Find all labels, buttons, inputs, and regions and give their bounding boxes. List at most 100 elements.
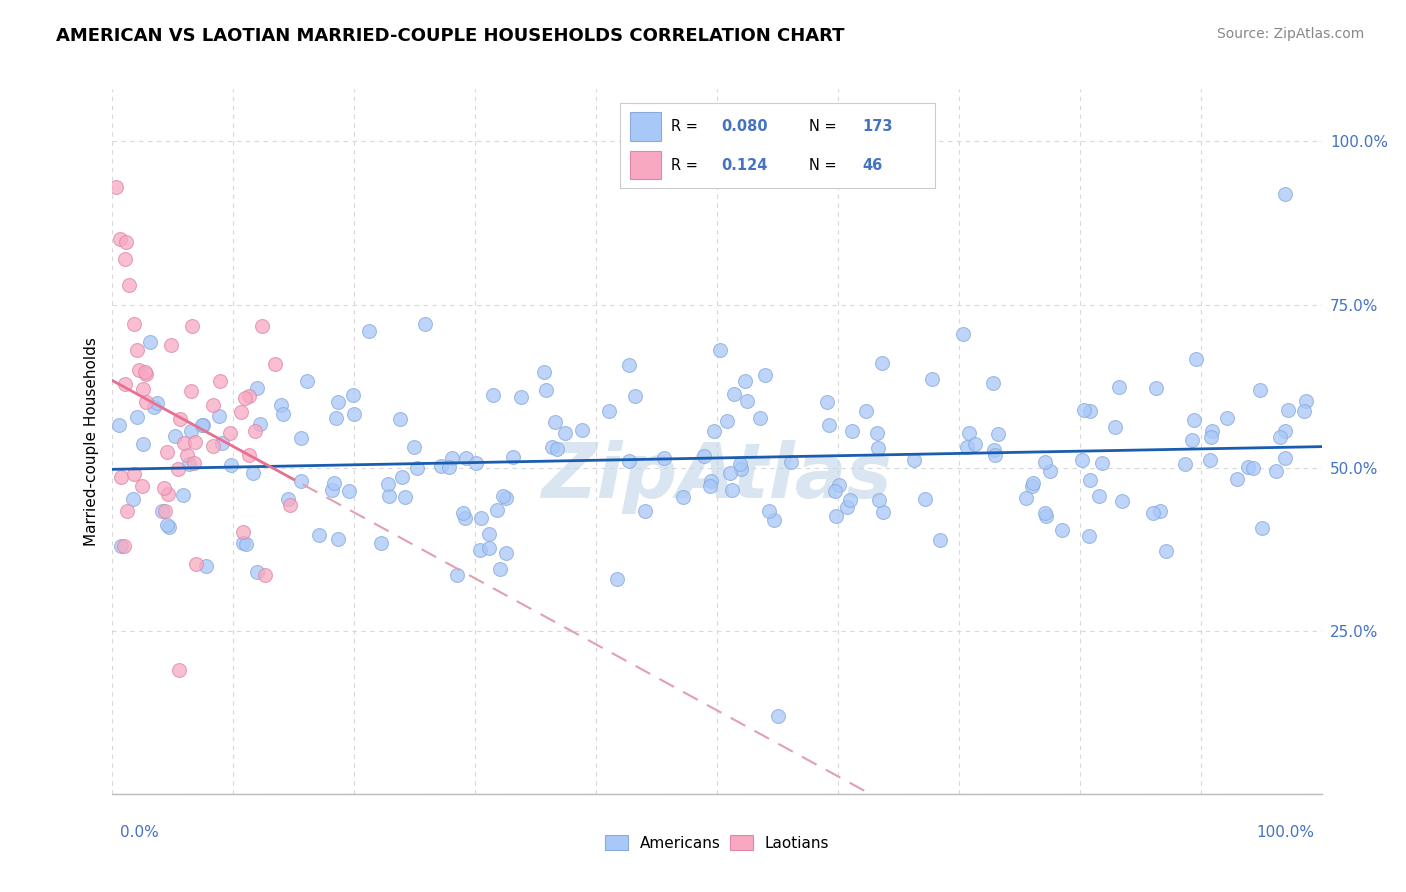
Point	[110, 470, 132, 484]
Point	[1022, 475, 1045, 490]
Point	[963, 437, 986, 451]
Point	[110, 539, 132, 553]
Point	[868, 493, 890, 508]
Point	[477, 526, 499, 541]
Point	[114, 377, 136, 392]
Point	[270, 398, 292, 412]
Point	[451, 506, 474, 520]
Point	[841, 425, 863, 439]
Point	[1274, 424, 1296, 438]
Point	[855, 403, 877, 417]
Point	[135, 368, 157, 382]
Y-axis label: Married-couple Households: Married-couple Households	[83, 337, 98, 546]
Point	[394, 490, 416, 504]
Point	[817, 418, 839, 433]
Point	[406, 460, 429, 475]
Point	[167, 663, 190, 677]
Point	[762, 513, 785, 527]
Point	[290, 475, 312, 489]
Point	[108, 417, 131, 432]
Point	[981, 376, 1004, 391]
Point	[1050, 523, 1073, 537]
Point	[541, 440, 564, 454]
Point	[1078, 473, 1101, 487]
Point	[250, 318, 273, 333]
Point	[598, 403, 620, 417]
Point	[718, 466, 741, 480]
Point	[838, 492, 860, 507]
Point	[242, 466, 264, 480]
Point	[723, 386, 745, 401]
Point	[143, 401, 166, 415]
Point	[634, 504, 657, 518]
Point	[619, 454, 641, 468]
Point	[132, 382, 155, 396]
Point	[478, 541, 501, 555]
Point	[232, 536, 254, 550]
Point	[146, 396, 169, 410]
Point	[1295, 393, 1317, 408]
Point	[815, 394, 838, 409]
Point	[121, 491, 143, 506]
Point	[495, 546, 517, 560]
Point	[728, 457, 751, 471]
Point	[1184, 413, 1206, 427]
Point	[546, 442, 568, 457]
Point	[231, 405, 253, 419]
Point	[1201, 425, 1223, 439]
Point	[115, 503, 138, 517]
Point	[709, 343, 731, 358]
Point	[191, 418, 214, 433]
Point	[1142, 506, 1164, 520]
Point	[453, 511, 475, 525]
Point	[108, 232, 131, 246]
Point	[957, 426, 980, 441]
Point	[700, 474, 723, 488]
Point	[122, 467, 145, 482]
Point	[232, 525, 254, 540]
Point	[323, 476, 346, 491]
Point	[308, 527, 330, 541]
Point	[1237, 460, 1260, 475]
Point	[1249, 384, 1271, 398]
Point	[183, 456, 205, 470]
Point	[1033, 506, 1056, 520]
Point	[1021, 479, 1043, 493]
Point	[766, 708, 789, 723]
Point	[983, 442, 1005, 457]
Point	[983, 448, 1005, 462]
Point	[173, 435, 195, 450]
Point	[249, 417, 271, 432]
Point	[485, 503, 508, 517]
Point	[749, 411, 772, 425]
Point	[209, 374, 232, 388]
Point	[181, 318, 204, 333]
Point	[502, 450, 524, 464]
Point	[1241, 460, 1264, 475]
Point	[118, 277, 141, 292]
Point	[134, 365, 156, 379]
Point	[446, 568, 468, 582]
Point	[135, 395, 157, 409]
Point	[780, 455, 803, 469]
Point	[928, 533, 950, 548]
Point	[1268, 430, 1291, 444]
Text: Source: ZipAtlas.com: Source: ZipAtlas.com	[1216, 27, 1364, 41]
Point	[1071, 452, 1094, 467]
Point	[470, 511, 492, 525]
Point	[1108, 380, 1130, 394]
Point	[176, 448, 198, 462]
Point	[554, 426, 576, 441]
Point	[391, 470, 413, 484]
Point	[1035, 509, 1057, 524]
Point	[219, 458, 242, 473]
Point	[914, 491, 936, 506]
Point	[617, 358, 640, 372]
Point	[378, 489, 401, 503]
Point	[828, 478, 851, 492]
Point	[153, 503, 176, 517]
Text: 0.0%: 0.0%	[120, 825, 159, 840]
Point	[253, 568, 276, 582]
Point	[246, 381, 269, 395]
Point	[534, 383, 557, 397]
